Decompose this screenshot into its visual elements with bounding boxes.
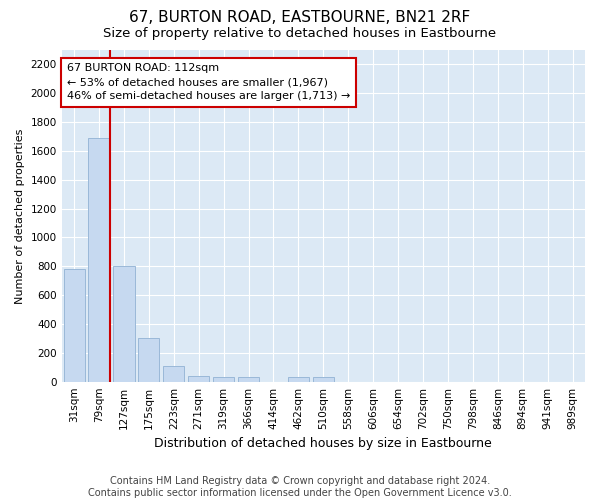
X-axis label: Distribution of detached houses by size in Eastbourne: Distribution of detached houses by size …: [154, 437, 492, 450]
Bar: [238, 376, 259, 382]
Y-axis label: Number of detached properties: Number of detached properties: [15, 128, 25, 304]
Bar: [64, 269, 85, 382]
Bar: [313, 378, 334, 382]
Bar: [113, 266, 134, 382]
Bar: [138, 338, 160, 382]
Bar: [88, 138, 110, 382]
Text: 67, BURTON ROAD, EASTBOURNE, BN21 2RF: 67, BURTON ROAD, EASTBOURNE, BN21 2RF: [130, 10, 470, 25]
Text: Size of property relative to detached houses in Eastbourne: Size of property relative to detached ho…: [103, 28, 497, 40]
Text: Contains HM Land Registry data © Crown copyright and database right 2024.
Contai: Contains HM Land Registry data © Crown c…: [88, 476, 512, 498]
Bar: [288, 376, 309, 382]
Bar: [188, 376, 209, 382]
Bar: [213, 376, 234, 382]
Text: 67 BURTON ROAD: 112sqm
← 53% of detached houses are smaller (1,967)
46% of semi-: 67 BURTON ROAD: 112sqm ← 53% of detached…: [67, 64, 350, 102]
Bar: [163, 366, 184, 382]
